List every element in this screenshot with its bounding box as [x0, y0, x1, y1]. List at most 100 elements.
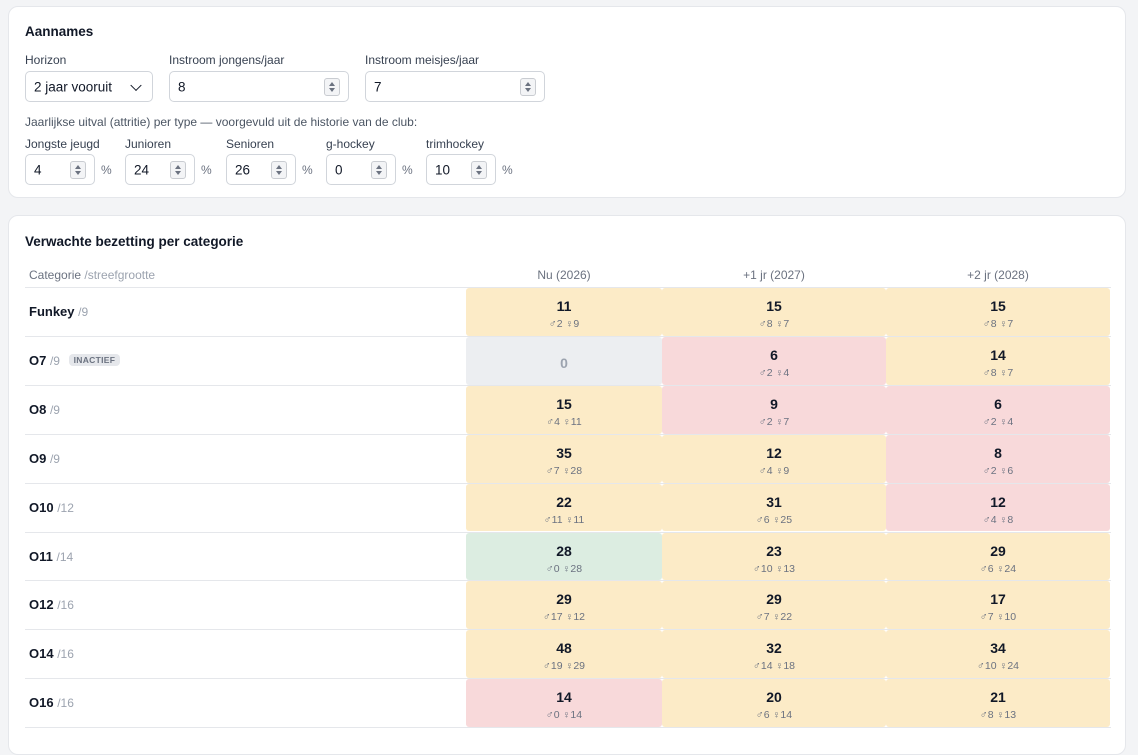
- attrition-input[interactable]: 26: [226, 154, 296, 185]
- row-label: O9 /9: [29, 451, 60, 466]
- occupancy-cell: 29 ♂7 ♀22: [662, 581, 886, 630]
- cell-count: 48: [556, 640, 572, 657]
- stepper-icon[interactable]: [271, 160, 287, 179]
- occupancy-cell: 14 ♂0 ♀14: [466, 679, 662, 728]
- cell-gender-split: ♂6 ♀25: [755, 513, 793, 526]
- occupancy-cell: 35 ♂7 ♀28: [466, 434, 662, 483]
- occupancy-cell: 31 ♂6 ♀25: [662, 483, 886, 532]
- cell-count: 14: [556, 689, 572, 706]
- cell-gender-split: ♂8 ♀7: [758, 318, 790, 330]
- category-name: O10: [29, 499, 54, 515]
- cell-count: 29: [766, 591, 782, 608]
- attrition-label: Junioren: [125, 137, 172, 151]
- stepper-icon[interactable]: [170, 160, 186, 179]
- row-divider: [25, 384, 1111, 386]
- cell-count: 9: [770, 395, 778, 412]
- cell-count: 15: [556, 395, 572, 412]
- cell-gender-split: ♂2 ♀6: [982, 464, 1014, 477]
- horizon-select[interactable]: 2 jaar vooruit: [25, 71, 153, 102]
- column-header-category: Categorie /streefgrootte: [29, 268, 155, 282]
- occupancy-cell: 8 ♂2 ♀6: [886, 434, 1110, 483]
- stepper-icon[interactable]: [471, 160, 487, 179]
- row-divider: [25, 678, 1111, 680]
- occupancy-cell: 48 ♂19 ♀29: [466, 630, 662, 679]
- occupancy-cell: 17 ♂7 ♀10: [886, 581, 1110, 630]
- occupancy-card: Verwachte bezetting per categorie Catego…: [8, 215, 1126, 755]
- assumptions-card: Aannames Horizon 2 jaar vooruit Instroom…: [8, 6, 1126, 198]
- occupancy-cell: 12 ♂4 ♀9: [662, 434, 886, 483]
- category-name: O8: [29, 401, 47, 417]
- occupancy-cell: 22 ♂11 ♀11: [466, 483, 662, 532]
- occupancy-cell: 6 ♂2 ♀4: [886, 385, 1110, 434]
- cell-count: 12: [766, 444, 782, 461]
- assumptions-title: Aannames: [25, 24, 94, 39]
- status-badge: INACTIEF: [68, 353, 121, 366]
- girls-inflow-input[interactable]: 7: [365, 71, 545, 102]
- target-size: /16: [57, 598, 74, 613]
- attrition-label: trimhockey: [426, 137, 485, 151]
- attrition-input[interactable]: 0: [326, 154, 396, 185]
- cell-gender-split: ♂8 ♀13: [979, 709, 1017, 722]
- cell-count: 34: [990, 640, 1006, 657]
- cell-gender-split: ♂2 ♀4: [758, 366, 790, 379]
- cell-count: 22: [556, 493, 572, 510]
- occupancy-cell: 15 ♂8 ♀7: [662, 288, 886, 336]
- attrition-note: Jaarlijkse uitval (attritie) per type — …: [25, 115, 418, 129]
- row-divider: [25, 580, 1111, 582]
- row-divider: [25, 433, 1111, 435]
- category-name: O16: [29, 695, 54, 711]
- cell-count: 8: [994, 444, 1002, 461]
- stepper-icon[interactable]: [371, 160, 387, 179]
- stepper-icon[interactable]: [70, 160, 86, 179]
- cell-gender-split: ♂10 ♀13: [752, 562, 796, 575]
- attrition-input[interactable]: 24: [125, 154, 195, 185]
- cell-gender-split: ♂7 ♀10: [979, 611, 1017, 624]
- cell-gender-split: ♂2 ♀9: [548, 318, 580, 330]
- cell-count: 29: [556, 591, 572, 608]
- attrition-input[interactable]: 10: [426, 154, 496, 185]
- stepper-icon[interactable]: [520, 77, 536, 96]
- row-divider: [25, 531, 1111, 533]
- cell-gender-split: ♂10 ♀24: [976, 660, 1020, 673]
- cell-gender-split: ♂4 ♀11: [546, 415, 582, 428]
- occupancy-title: Verwachte bezetting per categorie: [25, 234, 244, 249]
- attrition-input[interactable]: 4: [25, 154, 95, 185]
- attrition-value: 10: [435, 162, 451, 177]
- category-header-label: Categorie: [29, 268, 82, 282]
- column-header-plus2: +2 jr (2028): [967, 268, 1029, 282]
- attrition-value: 24: [134, 162, 150, 177]
- attrition-value: 26: [235, 162, 251, 177]
- girls-inflow-value: 7: [374, 79, 382, 94]
- occupancy-cell: 9 ♂2 ♀7: [662, 385, 886, 434]
- cell-gender-split: ♂14 ♀18: [752, 660, 796, 673]
- attrition-label: Senioren: [226, 137, 275, 151]
- stepper-icon[interactable]: [324, 77, 340, 96]
- cell-count: 12: [990, 493, 1006, 510]
- row-divider: [25, 287, 1111, 288]
- category-name: O7: [29, 352, 47, 368]
- cell-count: 23: [766, 542, 782, 559]
- boys-inflow-input[interactable]: 8: [169, 71, 349, 102]
- row-label: O12 /16: [29, 597, 74, 612]
- horizon-label: Horizon: [25, 53, 67, 67]
- chevron-down-icon: [130, 79, 142, 91]
- percent-unit: %: [101, 163, 112, 177]
- cell-gender-split: ♂7 ♀28: [545, 464, 583, 477]
- cell-count: 32: [766, 640, 782, 657]
- target-size: /16: [57, 647, 74, 662]
- girls-inflow-label: Instroom meisjes/jaar: [365, 53, 480, 67]
- cell-gender-split: ♂2 ♀4: [982, 415, 1014, 428]
- occupancy-cell: 21 ♂8 ♀13: [886, 679, 1110, 728]
- cell-count: 29: [990, 542, 1006, 559]
- cell-gender-split: ♂8 ♀7: [982, 318, 1014, 330]
- horizon-value: 2 jaar vooruit: [34, 79, 113, 94]
- target-size: /16: [57, 696, 74, 711]
- occupancy-cell: 28 ♂0 ♀28: [466, 532, 662, 581]
- cell-count: 15: [766, 298, 782, 314]
- category-name: O12: [29, 597, 54, 613]
- category-name: Funkey: [29, 304, 75, 319]
- cell-count: 17: [990, 591, 1006, 608]
- row-label: O10 /12: [29, 500, 74, 515]
- cell-gender-split: ♂0 ♀14: [545, 709, 583, 722]
- cell-gender-split: ♂17 ♀12: [542, 611, 586, 624]
